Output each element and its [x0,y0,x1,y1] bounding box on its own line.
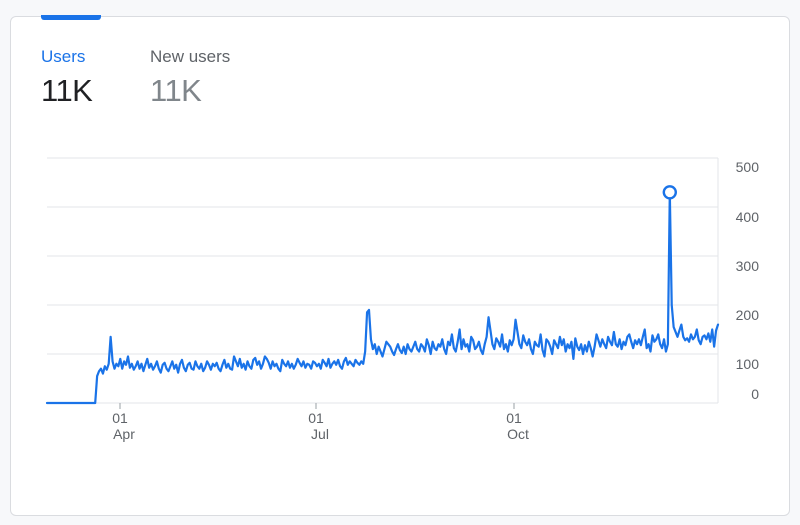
metric-tab-new-users[interactable]: New users 11K [150,47,230,109]
metric-value-new-users: 11K [150,73,202,108]
metric-tab-users[interactable]: Users 11K [41,47,93,109]
y-tick-label: 200 [736,307,760,323]
analytics-card: Users 11K New users 11K [10,15,790,516]
y-tick-label: 0 [751,386,759,402]
users-series-line [45,191,720,405]
x-tick-day-label: 01 [308,410,324,426]
x-tick-month-label: Oct [507,426,529,442]
y-tick-label: 500 [736,159,760,175]
y-tick-label: 300 [736,258,760,274]
x-tick-day-label: 01 [506,410,522,426]
y-tick-label: 400 [736,209,760,225]
metric-label-users: Users [41,47,86,66]
y-tick-label: 100 [736,356,760,372]
metric-label-new-users: New users [150,47,231,66]
peak-point-marker [662,185,677,200]
x-tick-month-label: Jul [311,426,329,442]
metric-value-users: 11K [41,73,93,108]
x-tick-month-label: Apr [113,426,135,442]
active-tab-indicator [41,15,101,20]
x-tick-day-label: 01 [112,410,128,426]
